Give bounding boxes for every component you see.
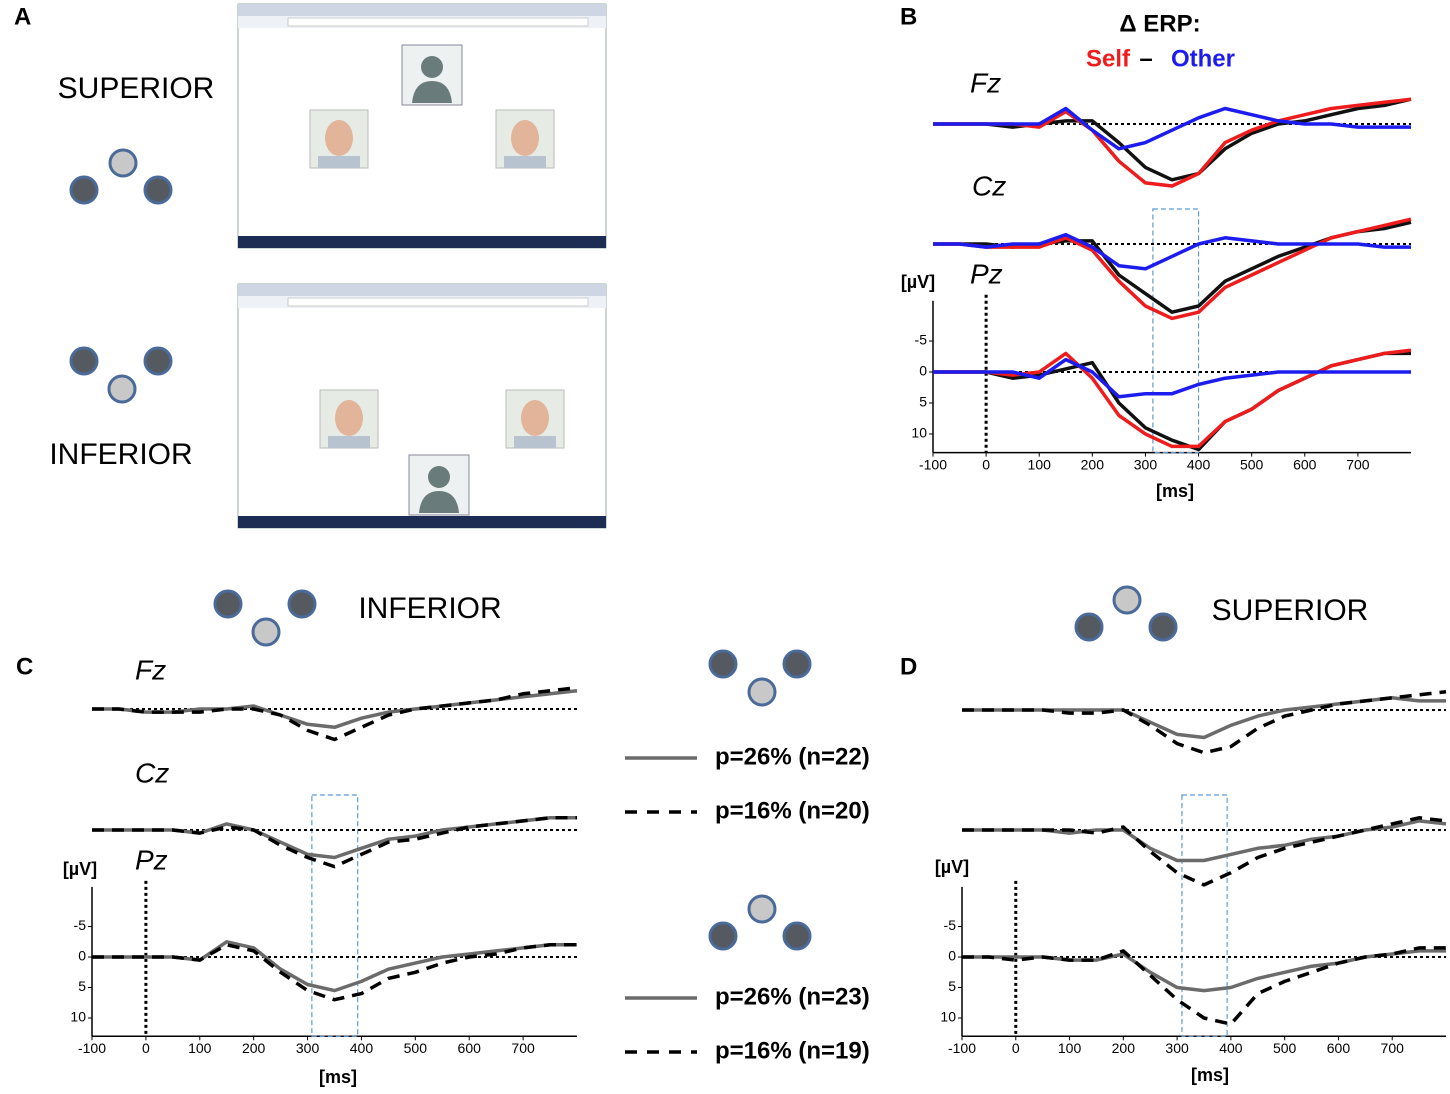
channel-label: Cz [135,757,169,788]
y-tick-label: -5 [915,332,928,348]
x-tick-label: 600 [1327,1040,1351,1056]
erp-line [933,106,1411,151]
x-tick-label: -100 [78,1040,106,1056]
x-tick-label: 600 [1293,456,1317,472]
legend-separator: – [1139,45,1152,72]
x-tick-label: 700 [1381,1040,1405,1056]
y-tick-label: -5 [944,917,957,933]
x-tick-label: 0 [142,1040,150,1056]
erp-line [933,351,1411,452]
erp-line [933,357,1411,399]
erp-line [962,816,1447,887]
x-tick-label: -100 [919,456,947,472]
player-icon [143,346,173,376]
analysis-window [1152,208,1200,454]
y-tick-label: 10 [940,1009,956,1025]
avatar [505,389,565,449]
erp-line [933,97,1412,182]
y-tick-label: 5 [919,394,927,410]
chart-title: Δ ERP: [1119,10,1200,37]
erp-line [92,940,577,993]
y-tick-label: 0 [948,948,956,964]
player-icon [69,346,99,376]
panel-letter: A [14,3,31,30]
erp-line [92,943,577,1002]
erp-line [933,232,1411,271]
avatar [401,44,463,106]
channel-label: Pz [970,258,1003,289]
panel-letter: B [900,3,917,30]
y-axis-label: [µV] [901,272,935,292]
condition-label: INFERIOR [49,438,192,471]
erp-line [92,685,578,742]
panel-a: A SUPERIOR INFERIOR [14,3,607,529]
erp-line [92,816,577,869]
x-tick-label: 200 [242,1040,266,1056]
erp-line [962,946,1446,1026]
erp-line [933,217,1412,321]
legend-label: Self [1086,45,1131,72]
x-tick-label: 600 [458,1040,482,1056]
legend-label: p=16% (n=20) [715,797,870,824]
x-tick-label: 0 [1012,1040,1020,1056]
channel-label: Cz [972,170,1006,201]
player-icon [107,374,137,404]
legend-label: p=26% (n=23) [715,983,870,1010]
channel-label: Fz [970,67,1001,98]
x-tick-label: 400 [1219,1040,1243,1056]
avatar [495,109,555,169]
x-tick-label: 100 [1058,1040,1082,1056]
y-tick-label: 0 [78,948,86,964]
channel-label: Fz [135,654,166,685]
x-axis-label: [ms] [1191,1065,1229,1085]
channel-label: Pz [135,844,168,875]
x-tick-label: 200 [1112,1040,1136,1056]
y-axis-label: [µV] [63,859,97,879]
x-tick-label: 500 [404,1040,428,1056]
x-tick-label: 300 [1134,456,1158,472]
y-axis-label: [µV] [935,857,969,877]
condition-label: SUPERIOR [58,72,215,105]
legend-label: p=16% (n=19) [715,1037,870,1064]
x-tick-label: 400 [1187,456,1211,472]
x-tick-label: 300 [296,1040,320,1056]
x-tick-label: 500 [1273,1040,1297,1056]
x-tick-label: 100 [1028,456,1052,472]
analysis-window [1181,794,1228,1037]
chart-title: SUPERIOR [1212,594,1369,627]
player-icon [69,175,99,205]
legend-label: Other [1171,45,1235,72]
header-icons [213,585,1178,951]
player-icon [143,175,173,205]
y-tick-label: 5 [78,978,86,994]
x-tick-label: 100 [188,1040,212,1056]
x-tick-label: 300 [1165,1040,1189,1056]
player-icon [108,148,138,178]
y-tick-label: 10 [70,1009,86,1025]
erp-line [962,696,1446,740]
y-tick-label: 0 [919,363,927,379]
avatar [309,109,369,169]
chart-title: INFERIOR [358,592,501,625]
x-tick-label: 200 [1081,456,1105,472]
avatar [319,389,379,449]
x-axis-label: [ms] [319,1067,357,1087]
erp-line [933,348,1412,449]
x-tick-label: 0 [982,456,990,472]
x-axis-label: [ms] [1156,481,1194,501]
y-tick-label: 10 [911,425,927,441]
erp-line [962,689,1447,755]
x-tick-label: -100 [948,1040,976,1056]
legend-label: p=26% (n=22) [715,743,870,770]
panel-letter: D [900,653,917,680]
x-tick-label: 700 [511,1040,535,1056]
avatar [408,454,470,516]
y-tick-label: 5 [948,978,956,994]
panel-letter: C [16,653,33,680]
x-tick-label: 400 [350,1040,374,1056]
x-tick-label: 500 [1240,456,1264,472]
x-tick-label: 700 [1346,456,1370,472]
y-tick-label: -5 [74,917,87,933]
